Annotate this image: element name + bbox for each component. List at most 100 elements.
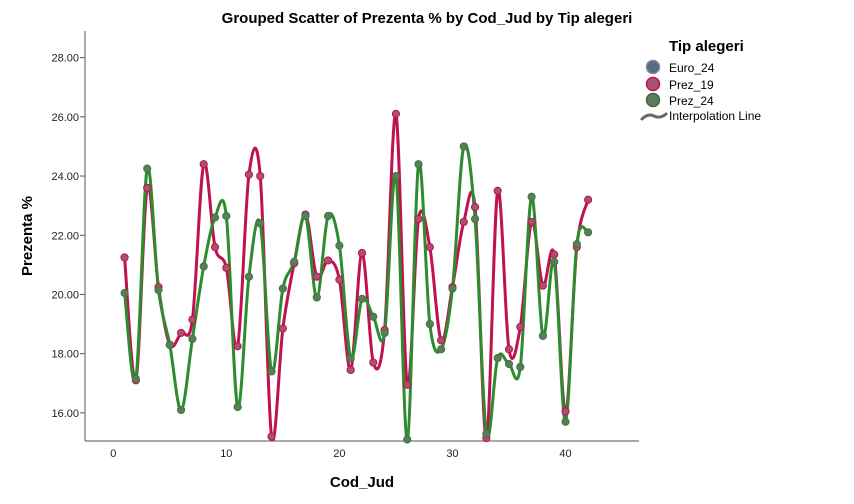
point-prez-19 [244,170,254,179]
point-prez-24 [312,293,321,302]
y-tick-label: 16.00 [51,408,79,420]
point-prez-19 [222,263,231,272]
point-prez-24 [335,241,344,250]
y-tick-label: 22.00 [51,230,79,242]
point-prez-19 [538,281,548,290]
point-prez-24 [493,354,502,363]
legend-title: Tip alegeri [669,38,744,55]
point-prez-24 [143,164,152,173]
point-prez-19 [550,250,559,259]
point-prez-19 [516,322,525,332]
legend-label-euro-24: Euro_24 [669,61,715,75]
point-prez-19 [267,432,276,441]
point-prez-24 [233,402,242,412]
point-prez-19 [493,186,502,195]
point-prez-19 [357,248,367,258]
point-prez-19 [504,345,514,354]
point-prez-24 [210,213,220,222]
point-prez-24 [459,142,468,151]
point-prez-19 [120,253,129,262]
point-prez-24 [256,219,265,228]
x-tick-label: 40 [559,448,571,460]
y-tick-label: 18.00 [51,349,79,361]
point-prez-24 [177,405,186,415]
point-prez-19 [414,214,423,224]
y-axis-ticks: 16.00 18.00 20.00 22.00 24.00 26.00 28.00 [51,53,85,420]
point-prez-19 [437,336,446,345]
point-prez-24 [504,359,514,369]
x-tick-label: 10 [220,448,232,460]
point-prez-24 [584,228,593,237]
interpolation-line-prez-19 [123,112,590,441]
legend-marker-euro-24 [645,59,661,75]
legend-interpolation-line-icon [640,112,668,121]
x-tick-label: 30 [446,448,458,460]
point-prez-19 [346,365,355,375]
point-prez-19 [459,217,468,227]
point-prez-19 [143,183,152,192]
legend: Tip alegeri Euro_24 Prez_19 Prez_24 Inte… [640,38,761,123]
legend-label-interpolation-line: Interpolation Line [669,109,761,123]
point-prez-24 [301,211,310,221]
y-tick-label: 28.00 [51,53,79,65]
point-prez-24 [403,435,412,444]
legend-label-prez-24: Prez_24 [669,94,714,108]
point-prez-24 [437,345,446,354]
point-prez-19 [323,256,333,265]
point-prez-19 [233,342,242,351]
y-tick-label: 26.00 [51,112,79,124]
point-prez-19 [278,324,287,333]
point-prez-24 [267,367,276,376]
point-prez-19 [188,315,197,324]
point-prez-24 [572,240,581,249]
legend-marker-prez-24 [645,92,661,108]
point-prez-24 [482,429,491,438]
y-axis-label: Prezenta % [19,196,36,276]
point-prez-19 [210,243,220,252]
point-prez-19 [584,195,593,204]
point-prez-24 [244,272,254,281]
point-prez-24 [222,211,231,221]
point-prez-24 [527,192,536,201]
interpolation-lines [123,112,590,441]
legend-marker-prez-19 [645,76,661,92]
point-prez-24 [154,285,163,295]
point-prez-24 [561,417,570,426]
legend-label-prez-19: Prez_19 [669,78,714,92]
point-prez-24 [391,171,401,181]
point-prez-24 [165,340,174,349]
point-prez-24 [550,257,559,266]
point-prez-24 [357,294,367,304]
point-prez-24 [414,160,423,169]
point-prez-24 [538,331,548,341]
point-prez-24 [131,374,140,383]
point-prez-24 [188,334,197,343]
point-prez-24 [448,284,457,293]
point-prez-19 [425,243,434,252]
point-prez-19 [369,358,378,367]
point-prez-19 [312,272,321,281]
chart-title: Grouped Scatter of Prezenta % by Cod_Jud… [222,10,633,27]
point-prez-19 [470,203,480,212]
point-prez-19 [256,171,265,181]
x-tick-label: 0 [110,448,116,460]
point-prez-24 [199,262,208,271]
point-prez-19 [561,407,570,416]
point-prez-24 [470,214,480,224]
point-prez-24 [369,312,378,321]
y-tick-label: 24.00 [51,171,79,183]
point-prez-24 [290,257,299,266]
point-prez-19 [527,217,536,227]
point-prez-19 [391,109,401,118]
x-tick-label: 20 [333,448,345,460]
point-prez-24 [323,211,333,221]
x-axis-label: Cod_Jud [330,474,394,491]
point-prez-19 [199,160,208,169]
point-prez-24 [346,354,355,363]
point-prez-24 [120,288,129,298]
point-prez-19 [335,275,344,284]
x-axis-ticks: 0 10 20 30 40 [110,448,571,460]
y-tick-label: 20.00 [51,289,79,301]
point-prez-19 [403,380,412,389]
